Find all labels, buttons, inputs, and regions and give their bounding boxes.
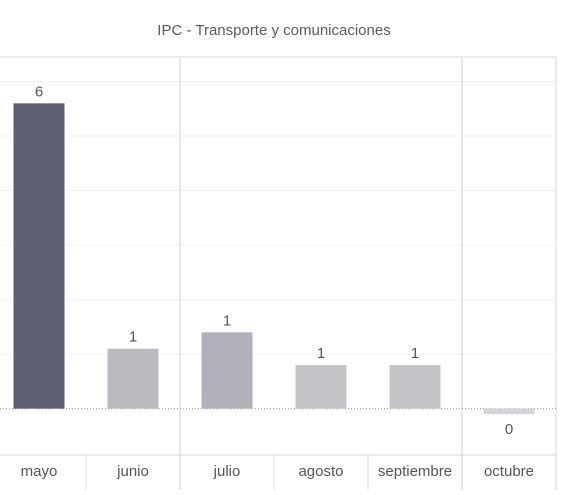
category-label-mayo: mayo <box>21 463 58 480</box>
value-label-octubre: 0 <box>505 421 513 438</box>
category-label-septiembre: septiembre <box>378 463 452 480</box>
value-label-septiembre: 1 <box>411 345 419 362</box>
value-label-mayo: 6 <box>35 83 43 100</box>
category-label-octubre: octubre <box>484 463 534 480</box>
value-label-junio: 1 <box>129 329 137 346</box>
bar-agosto <box>295 365 347 409</box>
bar-octubre <box>483 408 535 415</box>
value-label-julio: 1 <box>223 312 231 329</box>
chart-title: IPC - Transporte y comunicaciones <box>157 22 391 39</box>
bar-mayo <box>13 103 65 409</box>
value-label-agosto: 1 <box>317 345 325 362</box>
category-label-junio: junio <box>116 463 149 480</box>
category-label-julio: julio <box>213 463 241 480</box>
bar-junio <box>107 348 159 409</box>
bar-septiembre <box>389 365 441 409</box>
bar-julio <box>201 332 253 409</box>
category-label-agosto: agosto <box>298 463 343 480</box>
